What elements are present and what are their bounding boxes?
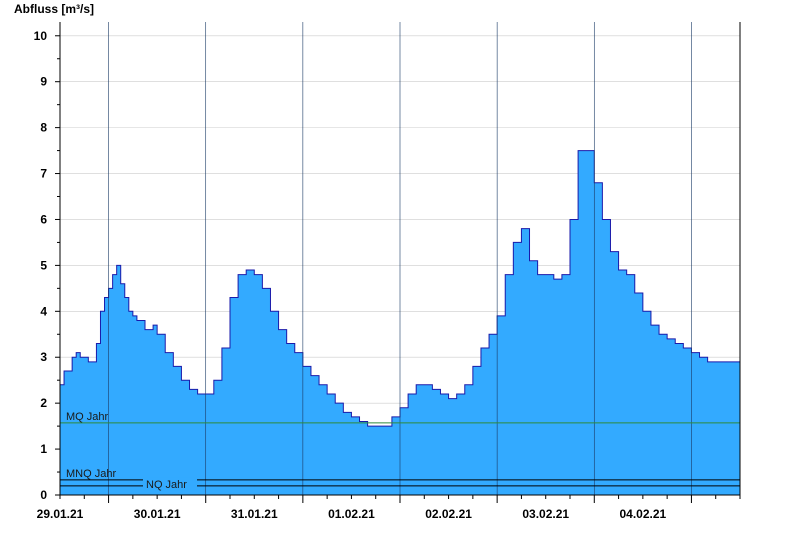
y-tick-label: 7 xyxy=(40,167,47,181)
y-axis-title: Abfluss [m³/s] xyxy=(14,2,94,16)
reference-lines: MQ Jahr MNQ Jahr NQ Jahr xyxy=(60,411,740,491)
y-tick-label: 1 xyxy=(40,442,47,456)
y-tick-label: 9 xyxy=(40,75,47,89)
day-separator-lines xyxy=(108,22,692,495)
reference-label: MQ Jahr xyxy=(66,411,109,423)
y-tick-label: 0 xyxy=(40,488,47,502)
x-tick-label: 30.01.21 xyxy=(134,507,181,521)
x-tick-label: 31.01.21 xyxy=(231,507,278,521)
y-axis-ticks: 0 1 2 3 4 5 6 7 8 9 10 xyxy=(34,29,60,502)
x-tick-label: 29.01.21 xyxy=(37,507,84,521)
y-tick-label: 2 xyxy=(40,396,47,410)
y-tick-label: 5 xyxy=(40,258,47,272)
y-tick-label: 10 xyxy=(34,29,48,43)
reference-label: MNQ Jahr xyxy=(66,468,116,480)
reference-label: NQ Jahr xyxy=(146,479,187,491)
y-tick-label: 6 xyxy=(40,212,47,226)
x-axis-ticks: 29.01.21 30.01.21 31.01.21 01.02.21 02.02.21… xyxy=(37,495,741,521)
x-tick-label: 02.02.21 xyxy=(425,507,472,521)
y-tick-label: 4 xyxy=(40,304,47,318)
y-tick-label: 8 xyxy=(40,121,47,135)
x-tick-label: 04.02.21 xyxy=(619,507,666,521)
discharge-outline xyxy=(60,150,740,427)
x-tick-label: 03.02.21 xyxy=(522,507,569,521)
x-tick-label: 01.02.21 xyxy=(328,507,375,521)
y-tick-label: 3 xyxy=(40,350,47,364)
